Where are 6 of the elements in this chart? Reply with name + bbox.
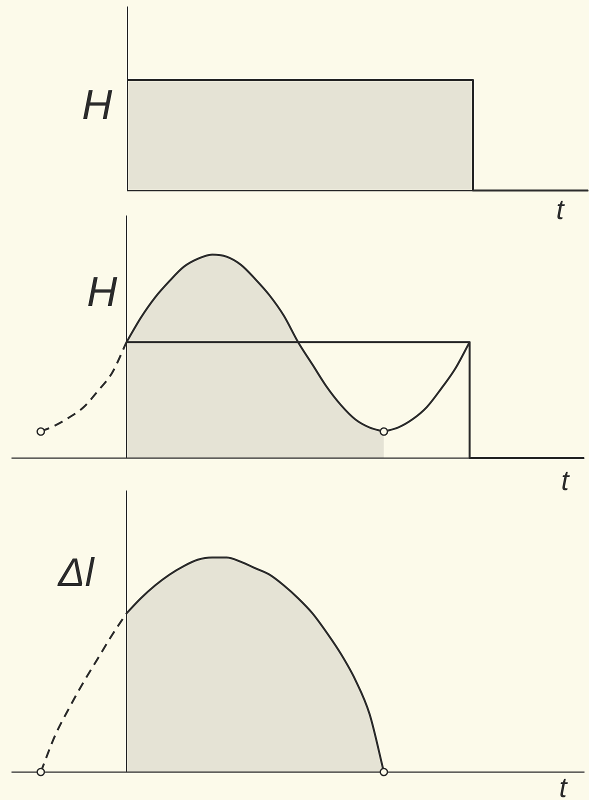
y-axis-title: Δl: [58, 551, 94, 595]
x-axis-title: t: [559, 772, 567, 800]
y-axis-title: H: [86, 268, 118, 315]
x-axis-title: t: [561, 465, 569, 496]
x-axis-title: t: [556, 194, 564, 225]
y-axis-title: H: [82, 81, 112, 128]
